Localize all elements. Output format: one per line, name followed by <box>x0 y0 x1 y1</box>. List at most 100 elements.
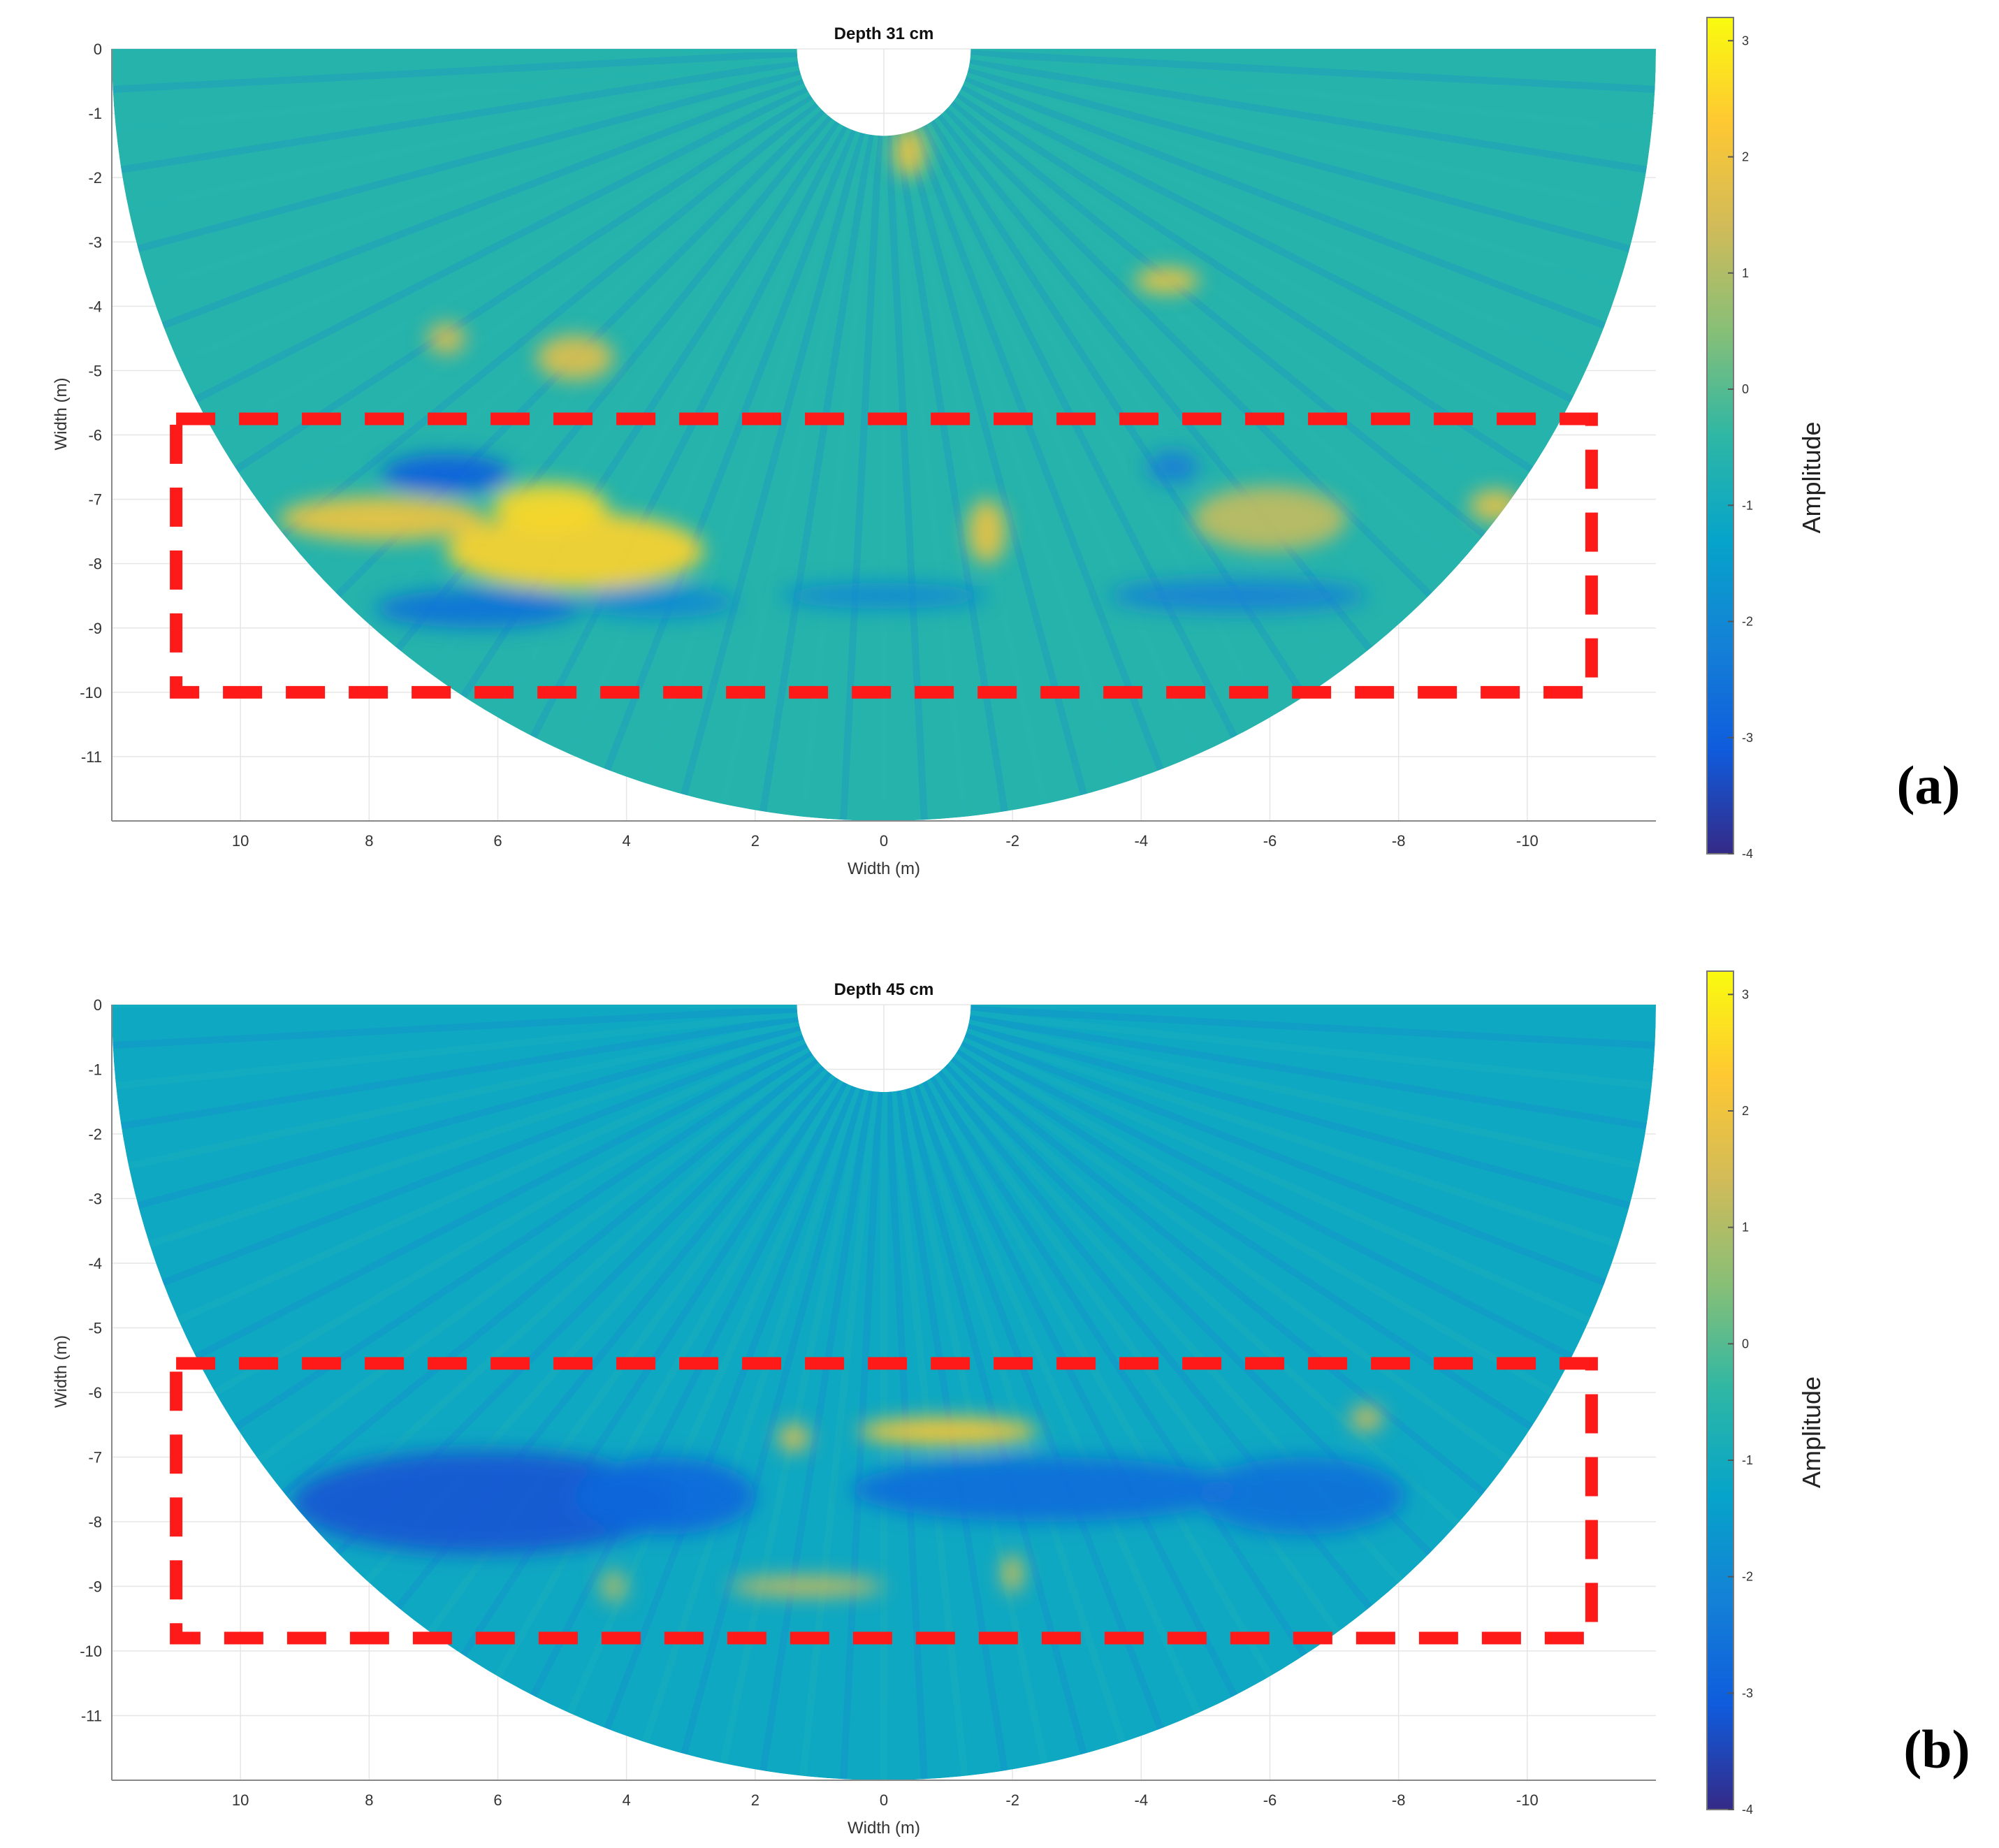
amplitude-anomaly <box>375 589 582 628</box>
radial-streak <box>213 89 810 438</box>
radial-streak <box>161 76 804 329</box>
radial-streak <box>257 97 816 506</box>
radial-streak <box>946 104 1460 569</box>
x-tick-label: -4 <box>1135 832 1149 850</box>
amplitude-anomaly <box>1199 1457 1405 1535</box>
colorbar-tick-label: -2 <box>1742 615 1753 629</box>
radial-streak <box>161 1033 804 1286</box>
x-tick-labels: 10 8 6 4 2 0 -2 -4 -6 -8 -10 <box>232 832 1539 850</box>
radial-streak <box>257 1053 816 1464</box>
radial-streak <box>115 1010 798 1089</box>
radial-streak <box>213 1045 810 1396</box>
radial-streak <box>148 1028 803 1248</box>
radial-streak <box>949 101 1486 538</box>
radial-streak <box>968 59 1648 173</box>
colorbar-label: Amplitude <box>1797 1376 1826 1488</box>
y-tick-label: -3 <box>88 233 102 251</box>
panel-label: (b) <box>1903 1719 1970 1780</box>
radial-streak <box>959 85 1573 403</box>
radial-streak <box>282 101 819 538</box>
radial-streak <box>964 76 1606 329</box>
radial-streak <box>566 126 852 756</box>
radial-streak <box>177 1037 806 1324</box>
colorbar-gradient <box>1706 17 1734 854</box>
x-tick-label: -10 <box>1516 1791 1539 1809</box>
x-tick-label: 6 <box>493 832 502 850</box>
colorbar-tick-label: 2 <box>1742 150 1749 164</box>
colorbar-tick-label: 3 <box>1742 34 1749 48</box>
radial-streak <box>194 85 808 403</box>
amplitude-anomaly <box>851 1457 1238 1522</box>
radial-streak <box>907 1086 1126 1744</box>
radial-streak <box>898 133 1048 805</box>
amplitude-fan <box>112 1005 1656 1780</box>
amplitude-anomaly <box>291 1450 678 1555</box>
radial-streak <box>759 133 874 813</box>
fan-background <box>112 49 1656 821</box>
highlight-rectangle <box>170 1357 1598 1645</box>
radial-streak <box>970 50 1655 93</box>
radial-streak <box>530 1081 848 1698</box>
colorbar-tick-label: -3 <box>1742 1686 1753 1700</box>
panel-b: Depth 45 cm Width (m) Width (m) 10 8 6 4 2 0-… <box>52 970 1970 1838</box>
x-tick-label: 0 <box>880 1791 888 1809</box>
radial-streak <box>604 1084 857 1731</box>
y-tick-labels: 0 -1 -2 -3 -4 -5 -6 -7 -8 -9 -10 -11 <box>80 996 102 1725</box>
x-axis-label: Width (m) <box>848 1819 920 1838</box>
colorbar-tick-label: 2 <box>1742 1104 1749 1118</box>
colorbar-tick-label: -1 <box>1742 498 1753 512</box>
chart-title: Depth 45 cm <box>834 980 934 999</box>
radial-streak <box>970 1005 1655 1049</box>
radial-streak <box>530 124 848 739</box>
amplitude-anomaly <box>893 126 926 178</box>
y-tick-label: -6 <box>88 427 102 444</box>
radial-streak <box>840 135 883 820</box>
x-tick-label: 2 <box>751 832 759 850</box>
y-tick-label: -8 <box>88 555 102 573</box>
x-tick-label: 8 <box>365 1791 373 1809</box>
y-tick-label: 0 <box>94 41 102 58</box>
radial-streak <box>961 1037 1591 1324</box>
y-tick-label: -7 <box>88 1449 102 1467</box>
radial-streak <box>924 122 1273 720</box>
colorbar: 3 2 1 0 -1 -2 -3 -4 <box>1706 970 1753 1817</box>
radial-streak <box>915 1083 1202 1715</box>
radial-streak <box>968 1019 1640 1170</box>
y-tick-label: -7 <box>88 491 102 509</box>
y-axis-label: Width (m) <box>52 378 71 451</box>
x-axis-label: Width (m) <box>848 859 920 878</box>
x-tick-label: -8 <box>1392 1791 1406 1809</box>
radial-streak <box>965 72 1620 291</box>
x-tick-labels: 10 8 6 4 2 0 -2 -4 -6 -8 -10 <box>232 1791 1539 1809</box>
x-tick-label: -10 <box>1516 832 1539 850</box>
radial-streak <box>946 1060 1460 1527</box>
amplitude-anomaly <box>1135 268 1200 293</box>
radial-streak <box>112 1005 798 1049</box>
radial-streak <box>919 124 1238 739</box>
x-tick-label: -4 <box>1135 1791 1149 1809</box>
radial-streak <box>919 1081 1238 1698</box>
radial-streak <box>952 1053 1511 1464</box>
axes <box>111 1005 1656 1781</box>
radial-streak <box>885 135 928 820</box>
amplitude-anomaly <box>1350 1405 1383 1432</box>
colorbar: 3 2 1 0 -1 -2 -3 -4 <box>1706 17 1753 861</box>
radial-streak <box>112 50 798 93</box>
y-tick-label: -10 <box>80 1643 102 1660</box>
highlight-box <box>170 412 1598 699</box>
radial-streak <box>148 72 803 291</box>
radial-streak <box>115 54 798 133</box>
colorbar-gradient <box>1706 970 1734 1810</box>
amplitude-anomaly <box>1003 1554 1022 1593</box>
colorbar-tick-label: -2 <box>1742 1570 1753 1584</box>
amplitude-anomaly <box>381 454 511 493</box>
amplitude-anomaly <box>729 1576 884 1596</box>
y-axis-label: Width (m) <box>52 1335 71 1408</box>
y-tick-label: -10 <box>80 684 102 701</box>
colorbar-tick-label: -4 <box>1742 847 1753 861</box>
radial-streak <box>120 59 799 173</box>
x-tick-label: -6 <box>1263 1791 1277 1809</box>
radial-streak <box>954 93 1534 473</box>
amplitude-anomaly <box>575 1457 755 1535</box>
amplitude-anomaly <box>778 1423 810 1453</box>
